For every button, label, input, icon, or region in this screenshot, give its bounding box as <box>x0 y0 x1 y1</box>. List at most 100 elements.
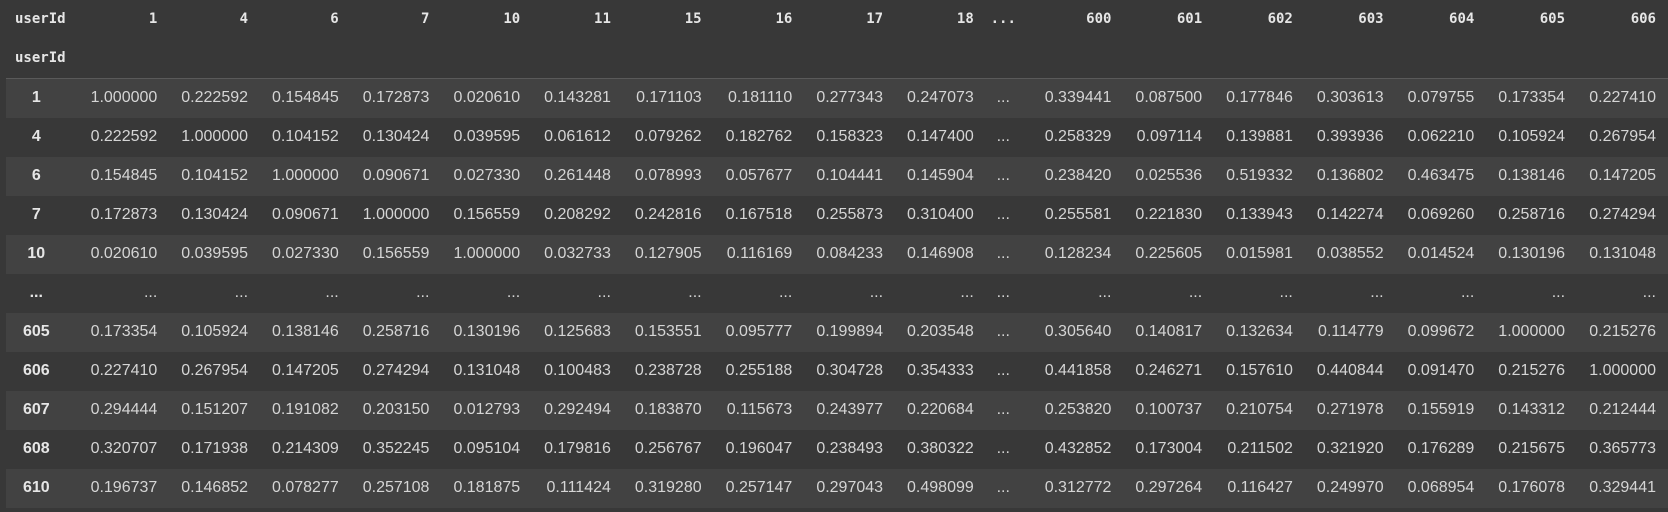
table-cell: 0.104441 <box>816 167 884 184</box>
table-row: 607 0.294444 0.151207 0.191082 0.203150 0.012… <box>6 390 1668 430</box>
table-cell: ... <box>960 284 974 301</box>
table-cell: ... <box>996 362 1010 379</box>
row-index: 10 <box>27 245 46 262</box>
table-cell: 0.177846 <box>1226 89 1293 107</box>
table-row: 6 0.154845 0.104152 1.000000 0.090671 0.02733… <box>6 156 1668 196</box>
table-cell: 0.432852 <box>1044 440 1112 457</box>
table-cell: 0.138146 <box>1498 167 1566 184</box>
table-cell: 0.057677 <box>725 167 793 184</box>
table-cell: 0.020610 <box>453 89 521 107</box>
table-cell: 0.352245 <box>362 440 430 457</box>
table-cell: 0.211502 <box>1227 440 1293 457</box>
column-header: 17 <box>866 11 884 27</box>
table-cell: 0.220684 <box>907 401 974 418</box>
table-cell: 0.173354 <box>1498 89 1566 107</box>
table-cell: 0.242816 <box>634 206 702 223</box>
table-cell: ... <box>416 284 430 301</box>
table-cell: 0.131048 <box>1589 245 1656 262</box>
table-cell: 0.255581 <box>1044 206 1112 223</box>
table-cell: 0.277343 <box>816 89 884 107</box>
table-cell: 0.079262 <box>634 128 702 145</box>
table-cell: 0.258716 <box>1498 206 1566 223</box>
table-cell: 0.225605 <box>1135 245 1203 262</box>
table-cell: 0.125683 <box>544 323 611 340</box>
table-cell: ... <box>506 284 521 301</box>
table-cell: 0.354333 <box>907 362 974 379</box>
column-header: 11 <box>594 11 611 27</box>
table-cell: 0.267954 <box>1589 128 1656 145</box>
table-row: 1 1.000000 0.222592 0.154845 0.172873 0.02061… <box>6 78 1668 118</box>
table-cell: 0.156559 <box>362 245 430 262</box>
table-cell: 0.095777 <box>725 323 793 340</box>
column-header-row: userId 1 4 6 7 10 11 15 16 17 18... 600 601 602 603 60… <box>6 0 1668 38</box>
table-cell: 1.000000 <box>362 206 430 223</box>
table-cell: 0.238493 <box>816 440 884 457</box>
table-cell: 0.084233 <box>816 245 884 262</box>
table-cell: 0.100737 <box>1135 401 1203 418</box>
table-cell: 0.090671 <box>272 206 339 223</box>
table-cell: 0.143281 <box>544 89 611 107</box>
table-cell: 0.463475 <box>1407 167 1475 184</box>
table-cell: 0.253820 <box>1044 401 1112 418</box>
row-index: 606 <box>22 362 50 379</box>
column-header: 1 <box>148 11 158 27</box>
table-cell: 0.068954 <box>1407 479 1475 496</box>
table-cell: 0.339441 <box>1044 89 1112 107</box>
table-cell: 0.498099 <box>907 479 974 496</box>
table-cell: 0.246271 <box>1135 362 1203 379</box>
table-cell: ... <box>996 479 1010 496</box>
table-cell: ... <box>996 206 1010 223</box>
table-cell: 0.271978 <box>1316 401 1384 418</box>
table-cell: 0.146852 <box>181 479 249 496</box>
table-cell: ... <box>869 284 884 301</box>
table-cell: 0.303613 <box>1316 89 1384 107</box>
table-row: 610 0.196737 0.146852 0.078277 0.257108 0.181… <box>6 468 1668 508</box>
table-cell: 0.069260 <box>1407 206 1475 223</box>
row-index: 1 <box>31 89 41 107</box>
row-index: 607 <box>22 401 50 418</box>
column-header: 603 <box>1358 11 1384 27</box>
table-cell: ... <box>996 440 1010 457</box>
table-cell: 0.155919 <box>1407 401 1475 418</box>
table-cell: 1.000000 <box>90 89 158 107</box>
table-cell: 0.133943 <box>1226 206 1293 223</box>
table-cell: 0.173354 <box>90 323 158 340</box>
table-row: 4 0.222592 1.000000 0.104152 0.130424 0.03959… <box>6 117 1668 157</box>
table-cell: 0.196737 <box>90 479 158 496</box>
table-cell: 0.156559 <box>453 206 521 223</box>
table-cell: 0.227410 <box>1589 89 1656 107</box>
table-cell: 0.154845 <box>272 89 339 107</box>
table-cell: 0.100483 <box>544 362 611 379</box>
column-header: 4 <box>239 11 249 27</box>
table-cell: 1.000000 <box>1498 323 1566 340</box>
table-cell: 0.179816 <box>544 440 611 457</box>
table-cell: ... <box>996 323 1010 340</box>
table-cell: 0.305640 <box>1044 323 1112 340</box>
table-cell: 0.329441 <box>1589 479 1656 496</box>
table-cell: 0.196047 <box>725 440 793 457</box>
table-cell: 0.519332 <box>1226 167 1293 184</box>
table-cell: ... <box>597 284 611 301</box>
table-cell: 0.027330 <box>272 245 339 262</box>
table-cell: 0.142274 <box>1316 206 1384 223</box>
table-cell: 0.172873 <box>90 206 158 223</box>
table-cell: 0.203548 <box>907 323 974 340</box>
table-cell: 0.032733 <box>544 245 611 262</box>
column-header: 604 <box>1449 11 1475 27</box>
column-header: 601 <box>1176 11 1203 27</box>
table-cell: 0.167518 <box>725 206 793 223</box>
table-cell: 0.171938 <box>181 440 249 457</box>
table-cell: 0.312772 <box>1044 479 1112 496</box>
table-cell: 0.145904 <box>907 167 974 184</box>
table-cell: 0.176078 <box>1498 479 1566 496</box>
index-name: userId <box>6 38 1668 79</box>
table-cell: 0.087500 <box>1135 89 1203 107</box>
table-cell: 0.140817 <box>1135 323 1203 340</box>
table-cell: 0.158323 <box>816 128 884 145</box>
table-cell: 0.078993 <box>634 167 702 184</box>
table-cell: ... <box>1460 284 1475 301</box>
table-cell: 0.199894 <box>816 323 884 340</box>
table-cell: 0.104152 <box>181 167 249 184</box>
table-cell: 0.222592 <box>90 128 158 145</box>
table-cell: 0.208292 <box>544 206 611 223</box>
